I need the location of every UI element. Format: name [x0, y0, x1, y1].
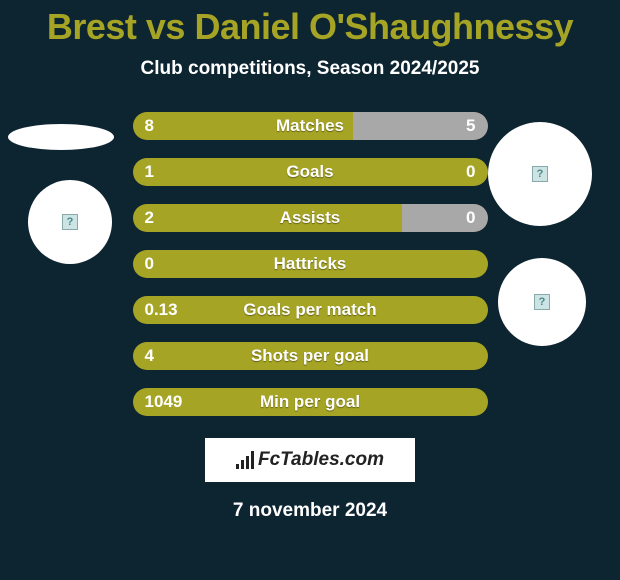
- stat-row: Goals per match0.13: [133, 296, 488, 324]
- stat-value-left: 8: [145, 112, 154, 140]
- logo: FcTables.com: [236, 449, 384, 471]
- logo-box: FcTables.com: [205, 438, 415, 482]
- stat-value-left: 1049: [145, 388, 183, 416]
- circle-bottom-right: ?: [498, 258, 586, 346]
- placeholder-icon: ?: [62, 214, 78, 230]
- placeholder-icon: ?: [532, 166, 548, 182]
- stat-label: Goals: [133, 158, 488, 186]
- stat-label: Matches: [133, 112, 488, 140]
- stat-row: Goals1 0: [133, 158, 488, 186]
- stat-label: Min per goal: [133, 388, 488, 416]
- placeholder-icon: ?: [534, 294, 550, 310]
- stats-rows: Matches85Goals10Assists20Hattricks0Goals…: [133, 112, 488, 416]
- stat-value-left: 0.13: [145, 296, 178, 324]
- stat-row: Min per goal1049: [133, 388, 488, 416]
- stat-label: Goals per match: [133, 296, 488, 324]
- page-subtitle: Club competitions, Season 2024/2025: [141, 58, 480, 80]
- stat-row: Hattricks0: [133, 250, 488, 278]
- ellipse-top-left: [8, 124, 114, 150]
- stat-value-left: 0: [145, 250, 154, 278]
- stat-row: Assists2 0: [133, 204, 488, 232]
- circle-top-right: ?: [488, 122, 592, 226]
- logo-text: FcTables.com: [258, 449, 384, 471]
- stat-row: Matches8 5: [133, 112, 488, 140]
- stat-label: Hattricks: [133, 250, 488, 278]
- stat-value-left: 1: [145, 158, 154, 186]
- logo-bars-icon: [236, 451, 254, 469]
- page-title: Brest vs Daniel O'Shaughnessy: [47, 6, 573, 48]
- stat-value-right: 0: [466, 158, 475, 186]
- stat-value-left: 4: [145, 342, 154, 370]
- stat-label: Assists: [133, 204, 488, 232]
- stat-value-right: 0: [466, 204, 475, 232]
- stat-value-left: 2: [145, 204, 154, 232]
- stat-label: Shots per goal: [133, 342, 488, 370]
- date-text: 7 november 2024: [233, 500, 387, 522]
- circle-left: ?: [28, 180, 112, 264]
- stat-row: Shots per goal4: [133, 342, 488, 370]
- stat-value-right: 5: [466, 112, 475, 140]
